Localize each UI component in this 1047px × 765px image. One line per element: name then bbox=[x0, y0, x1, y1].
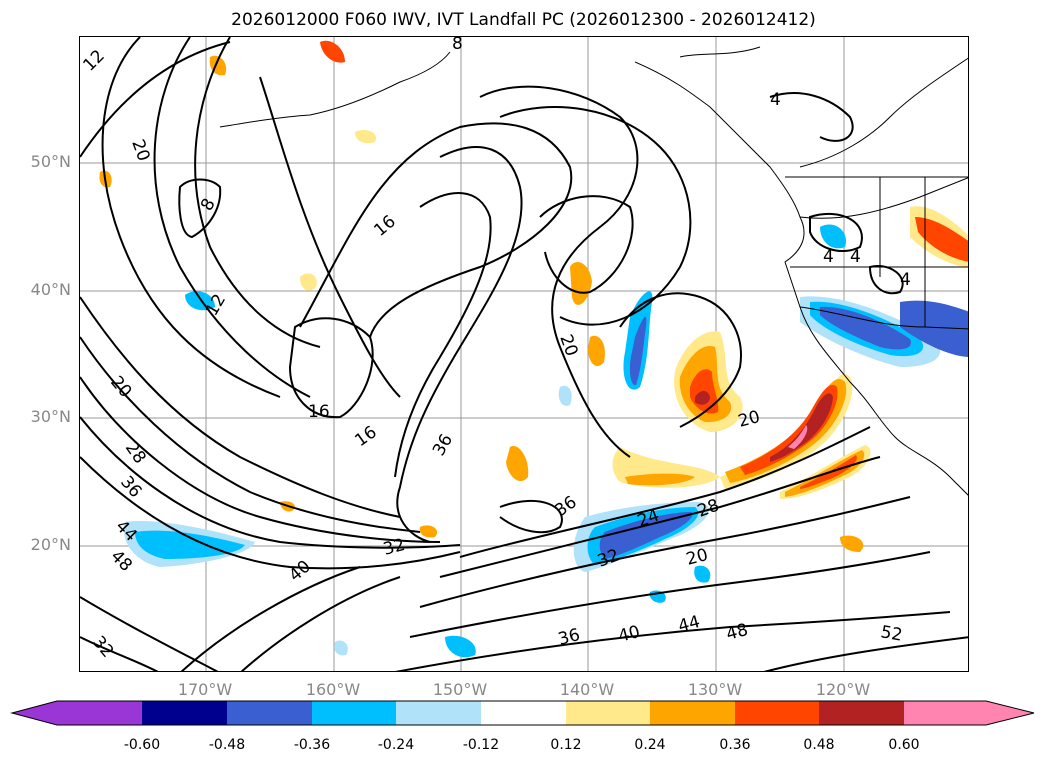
lat-label-20n: 20°N bbox=[30, 535, 71, 554]
contour-label: 4 bbox=[850, 247, 861, 267]
contour-label: 52 bbox=[879, 622, 904, 645]
contour-label: 4 bbox=[770, 90, 781, 110]
contour-label: 4 bbox=[900, 270, 911, 290]
contour-label: 20 bbox=[127, 137, 153, 164]
map-canvas: 12 20 8 16 12 16 16 36 20 28 36 44 48 40… bbox=[80, 37, 968, 671]
colorbar-tick: 0.12 bbox=[550, 737, 582, 753]
pc-shading bbox=[99, 40, 968, 658]
contour-label: 28 bbox=[121, 438, 150, 467]
colorbar-segment bbox=[819, 701, 905, 725]
contour-label: 16 bbox=[308, 402, 330, 422]
contour-label: 4 bbox=[823, 247, 834, 267]
colorbar-segment bbox=[56, 701, 143, 725]
colorbar-tick: -0.12 bbox=[462, 737, 500, 753]
colorbar-segment bbox=[396, 701, 482, 725]
contour-label: 16 bbox=[370, 212, 399, 241]
colorbar-segment bbox=[312, 701, 397, 725]
gridlines bbox=[80, 37, 968, 671]
colorbar-extend-low bbox=[12, 701, 57, 725]
colorbar-segments bbox=[12, 701, 1034, 725]
colorbar-tick: 0.60 bbox=[888, 737, 920, 753]
lat-label-50n: 50°N bbox=[30, 152, 71, 171]
lon-label-160w: 160°W bbox=[305, 680, 361, 699]
iwv-contours bbox=[80, 37, 968, 671]
contour-label: 36 bbox=[551, 492, 580, 521]
colorbar-tick: -0.60 bbox=[123, 737, 161, 753]
colorbar-outline bbox=[10, 700, 1035, 726]
contour-label: 32 bbox=[88, 632, 117, 661]
colorbar-segment bbox=[566, 701, 651, 725]
contour-label: 44 bbox=[676, 612, 702, 637]
lon-label-170w: 170°W bbox=[177, 680, 233, 699]
colorbar-segment bbox=[481, 701, 567, 725]
colorbar-segment bbox=[227, 701, 313, 725]
contour-label: 40 bbox=[285, 557, 314, 586]
contour-labels: 12 20 8 16 12 16 16 36 20 28 36 44 48 40… bbox=[80, 37, 911, 662]
contour-label: 36 bbox=[429, 431, 457, 460]
colorbar-extend-high bbox=[986, 701, 1034, 725]
colorbar-segment bbox=[735, 701, 820, 725]
contour-label: 8 bbox=[452, 37, 463, 54]
lon-label-140w: 140°W bbox=[559, 680, 615, 699]
colorbar-segment bbox=[650, 701, 736, 725]
lat-label-40n: 40°N bbox=[30, 280, 71, 299]
lon-label-150w: 150°W bbox=[432, 680, 488, 699]
colorbar bbox=[10, 700, 1035, 726]
contour-label: 20 bbox=[555, 332, 581, 359]
colorbar-segment bbox=[904, 701, 988, 725]
contour-label: 16 bbox=[351, 422, 380, 451]
contour-label: 20 bbox=[684, 545, 710, 570]
contour-label: 12 bbox=[80, 46, 109, 75]
contour-label: 32 bbox=[381, 535, 407, 560]
map-title: 2026012000 F060 IWV, IVT Landfall PC (20… bbox=[231, 10, 816, 30]
colorbar-tick: 0.48 bbox=[803, 737, 835, 753]
colorbar-tick: -0.24 bbox=[377, 737, 415, 753]
map-panel: 12 20 8 16 12 16 16 36 20 28 36 44 48 40… bbox=[79, 36, 969, 672]
contour-label: 20 bbox=[736, 407, 762, 432]
colorbar-tick: -0.48 bbox=[208, 737, 246, 753]
coastlines bbox=[219, 46, 968, 496]
colorbar-tick: 0.24 bbox=[634, 737, 666, 753]
colorbar-tick: -0.36 bbox=[293, 737, 331, 753]
contour-label: 48 bbox=[106, 546, 135, 575]
colorbar-segment bbox=[142, 701, 228, 725]
lon-label-120w: 120°W bbox=[815, 680, 871, 699]
contour-label: 36 bbox=[556, 625, 582, 650]
lon-label-130w: 130°W bbox=[687, 680, 743, 699]
lat-label-30n: 30°N bbox=[30, 407, 71, 426]
colorbar-tick: 0.36 bbox=[719, 737, 751, 753]
contour-label: 48 bbox=[724, 620, 750, 645]
contour-label: 40 bbox=[616, 622, 642, 647]
